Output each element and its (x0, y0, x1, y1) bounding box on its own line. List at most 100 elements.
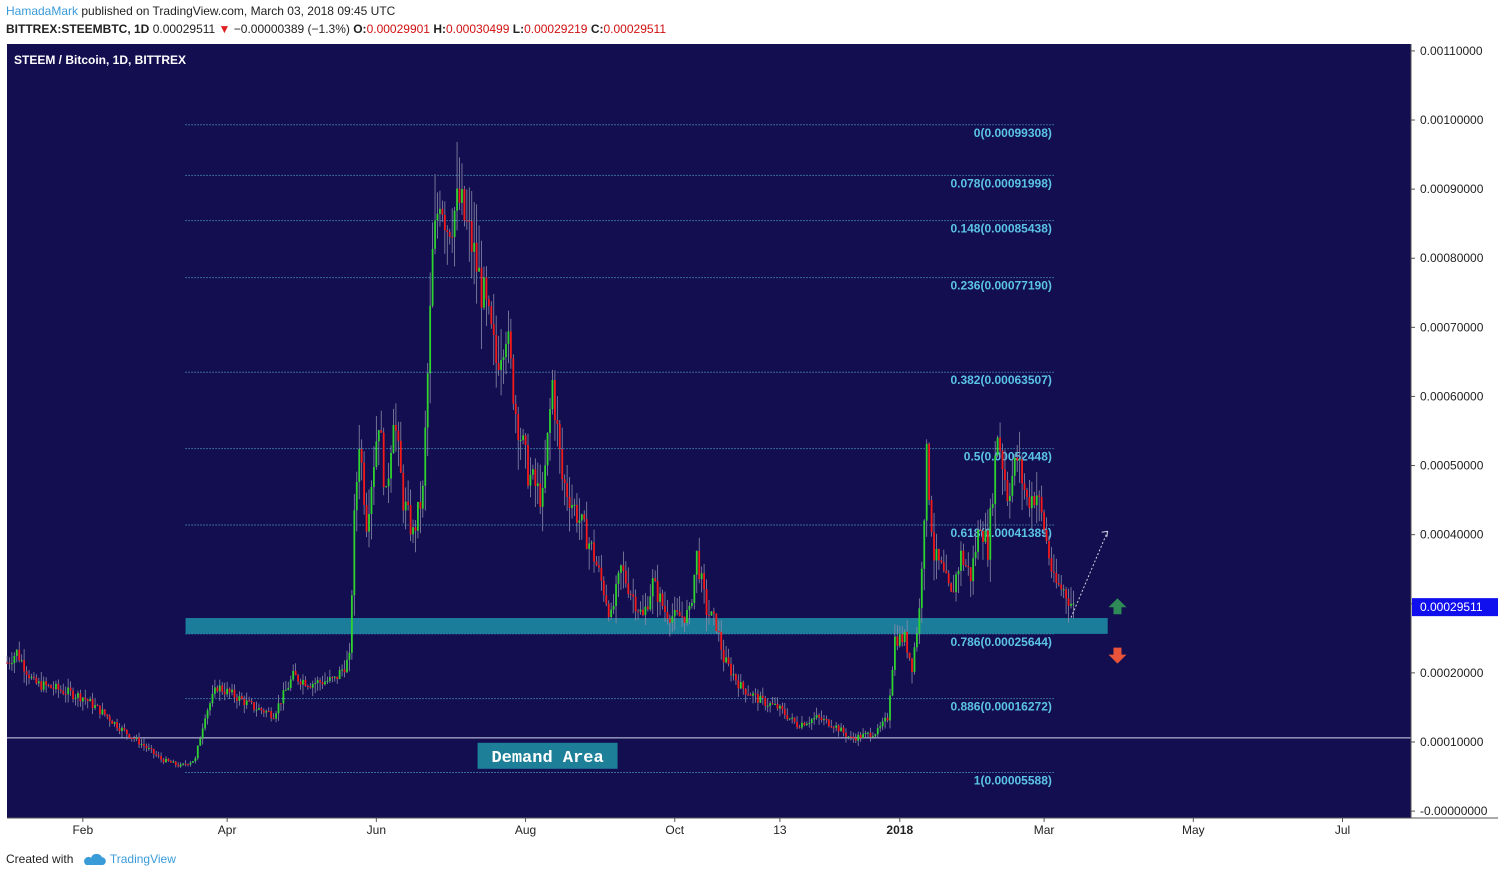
candle-body (742, 682, 745, 689)
candle-body (258, 708, 260, 710)
candle-body (196, 745, 199, 759)
candle-body (776, 703, 779, 709)
candle-body (891, 669, 894, 696)
candle-body (529, 474, 532, 486)
candle-body (204, 718, 207, 729)
candle-body (194, 758, 197, 762)
candle-body (1028, 496, 1031, 509)
candle-body (690, 602, 693, 606)
candle-body (245, 700, 248, 706)
candle-body (573, 504, 576, 506)
candle-body (69, 687, 72, 691)
candle-body (600, 567, 603, 581)
candle-body (732, 674, 735, 676)
candle-body (191, 761, 194, 763)
candle-body (441, 208, 444, 215)
candle-body (390, 452, 392, 479)
candle-body (908, 652, 911, 659)
price-tick-label: 0.00010000 (1420, 735, 1484, 749)
candle-body (155, 753, 158, 756)
candle-body (431, 248, 434, 306)
candle-body (363, 462, 366, 505)
candle-body (793, 717, 796, 722)
candle-body (1048, 541, 1050, 559)
candle-body (960, 550, 962, 571)
candle-body (519, 440, 522, 442)
created-with-label: Created with (6, 852, 74, 866)
open-value: 0.00029901 (366, 22, 430, 36)
candle-body (473, 242, 476, 252)
candle-body (216, 687, 219, 692)
candle-body (955, 574, 957, 593)
candle-body (539, 483, 542, 507)
tradingview-logo[interactable]: TradingView (83, 852, 176, 866)
time-axis[interactable]: Feb Apr Jun Aug Oct 13 2018 Mar May Jul (7, 817, 1498, 840)
candle-body (223, 691, 226, 695)
candle-body (33, 676, 35, 678)
candle-body (284, 689, 287, 691)
demand-area-label-box (477, 742, 618, 769)
candle-body (375, 441, 378, 467)
candle-body (752, 693, 754, 696)
candle-body (1045, 529, 1048, 542)
candle-body (945, 570, 948, 574)
candle-body (999, 437, 1001, 451)
candle-body (174, 761, 177, 765)
candle-body (485, 277, 488, 300)
author-link[interactable]: HamadaMark (6, 4, 79, 18)
candle-body (923, 520, 926, 569)
candle-body (316, 680, 319, 684)
candle-body (302, 679, 304, 685)
candle-body (566, 483, 569, 497)
candle-body (933, 532, 935, 561)
candles (6, 141, 1075, 768)
candle-body (646, 606, 649, 610)
candle-body (1021, 459, 1023, 484)
fib-level-label: 0.886(0.00016272) (950, 700, 1051, 714)
candle-body (676, 610, 679, 612)
candle-body (15, 649, 18, 656)
candle-body (465, 220, 468, 222)
candle-body (492, 324, 495, 336)
candle-body (417, 501, 419, 531)
candle-body (607, 603, 610, 618)
candle-body (478, 267, 480, 272)
candle-body (253, 702, 255, 710)
candle-body (355, 481, 358, 511)
candle-body (1033, 496, 1036, 506)
candle-body (103, 709, 106, 715)
candle-body (505, 343, 507, 358)
candle-body (913, 647, 916, 673)
publish-text: published on TradingView.com, March 03, … (81, 4, 396, 18)
candle-body (331, 677, 334, 679)
candle-body (385, 486, 388, 488)
candle-body (233, 689, 236, 698)
candle-body (55, 683, 57, 690)
close-label: C: (590, 22, 604, 36)
price-chart[interactable]: 0(0.00099308) 0.078(0.00091998) 0.148(0.00… (0, 40, 1511, 846)
candle-body (810, 719, 813, 723)
candle-body (698, 550, 701, 580)
price-tick-label: 0.00090000 (1420, 182, 1484, 196)
candle-body (871, 736, 874, 738)
candle-body (380, 430, 383, 433)
candle-body (994, 455, 997, 505)
candle-body (64, 693, 67, 695)
candle-body (470, 221, 473, 252)
candle-body (1013, 457, 1016, 476)
candle-body (896, 636, 899, 646)
candle-body (409, 505, 412, 535)
candle-body (549, 409, 551, 433)
price-axis[interactable]: 0.00110000 0.00100000 0.00090000 0.00080000… (1410, 44, 1498, 818)
candle-body (402, 472, 405, 511)
candle-body (903, 631, 906, 643)
candle-body (598, 565, 600, 568)
candle-body (595, 561, 598, 566)
candle-body (140, 743, 143, 745)
candle-body (952, 591, 955, 593)
candle-body (133, 737, 136, 739)
candle-body (179, 764, 182, 767)
candle-body (111, 720, 114, 724)
candle-body (928, 443, 931, 500)
candle-body (571, 505, 573, 508)
